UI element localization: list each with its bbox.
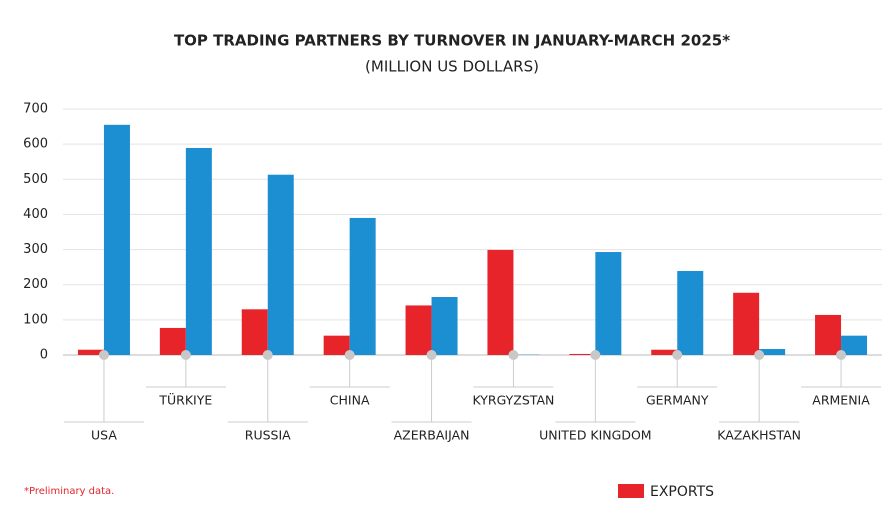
bar: [815, 315, 841, 355]
chart-title: TOP TRADING PARTNERS BY TURNOVER IN JANU…: [174, 32, 730, 50]
y-tick-label: 200: [23, 277, 48, 292]
y-tick-label: 500: [23, 172, 48, 187]
x-tick-label: RUSSIA: [245, 428, 291, 443]
bar: [268, 175, 294, 355]
axis-dot: [836, 350, 846, 360]
x-tick-label: GERMANY: [646, 393, 709, 408]
bar: [406, 305, 432, 355]
chart-subtitle: (MILLION US DOLLARS): [365, 58, 539, 76]
axis-dot: [99, 350, 109, 360]
axis-dot: [263, 350, 273, 360]
x-tick-label: KYRGYZSTAN: [473, 393, 555, 408]
x-tick-label: CHINA: [330, 393, 370, 408]
x-tick-label: USA: [91, 428, 117, 443]
y-tick-label: 300: [23, 242, 48, 257]
axis-dot: [508, 350, 518, 360]
footnote: *Preliminary data.: [24, 486, 114, 497]
x-tick-label: KAZAKHSTAN: [717, 428, 801, 443]
y-tick-label: 700: [23, 102, 48, 117]
axis-dot: [181, 350, 191, 360]
axis-dot: [754, 350, 764, 360]
legend-label: EXPORTS: [650, 484, 714, 500]
y-tick-label: 0: [40, 348, 48, 363]
axis-dot: [590, 350, 600, 360]
y-tick-label: 600: [23, 137, 48, 152]
bar: [242, 309, 268, 355]
bar: [350, 218, 376, 355]
legend-swatch: [618, 484, 644, 498]
bar: [487, 250, 513, 355]
bar: [104, 125, 130, 355]
y-tick-label: 100: [23, 312, 48, 327]
bar: [160, 328, 186, 355]
y-tick-label: 400: [23, 207, 48, 222]
x-tick-label: AZERBAIJAN: [394, 428, 470, 443]
axis-dot: [345, 350, 355, 360]
bar: [595, 252, 621, 355]
bar: [733, 293, 759, 355]
bar: [432, 297, 458, 355]
bar: [186, 148, 212, 355]
axis-dot: [672, 350, 682, 360]
x-tick-label: TÜRKIYE: [158, 392, 212, 408]
bar: [677, 271, 703, 355]
axis-dot: [427, 350, 437, 360]
x-tick-label: ARMENIA: [812, 393, 870, 408]
x-tick-label: UNITED KINGDOM: [539, 428, 652, 443]
